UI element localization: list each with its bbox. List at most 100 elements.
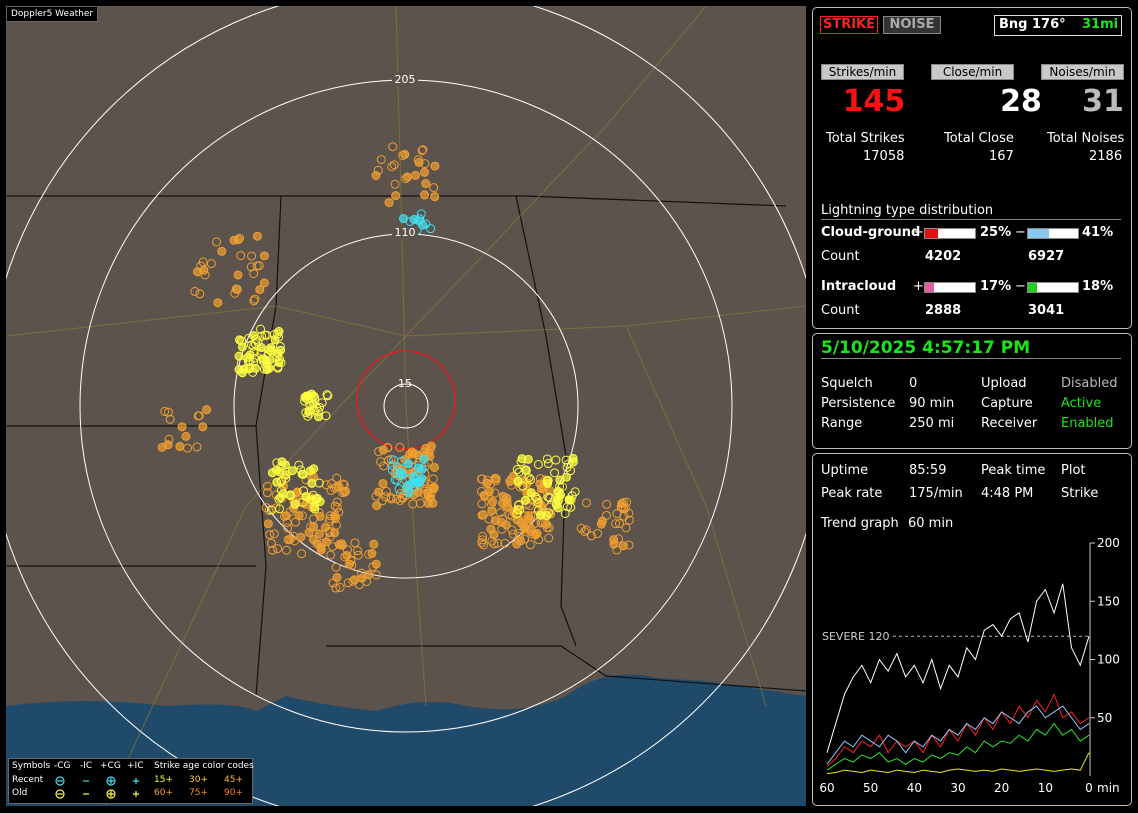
strike-symbol	[542, 523, 552, 533]
strike-symbol	[551, 455, 561, 465]
strike-symbol	[322, 390, 332, 400]
setting-label: Range	[821, 416, 863, 431]
strike-symbol	[234, 335, 244, 345]
strike-symbol	[364, 570, 374, 580]
age-code: 30+	[189, 775, 208, 785]
x-tick-label: 30	[950, 781, 965, 795]
strike-symbol	[491, 474, 501, 484]
total-value: 17058	[863, 149, 905, 164]
strike-symbol	[496, 517, 506, 527]
strike-symbol	[312, 539, 322, 549]
strike-symbol	[283, 523, 293, 533]
strike-symbol	[163, 440, 173, 450]
strike-symbol	[190, 287, 200, 297]
bar-fill	[1028, 229, 1049, 238]
strike-symbol	[376, 457, 386, 467]
strike-symbol	[332, 502, 342, 512]
strike-symbol	[423, 490, 433, 500]
rate-button[interactable]: Noises/min	[1041, 64, 1124, 80]
legend: Symbols -CG -IC +CG +IC Strike age color…	[8, 758, 254, 804]
strike-symbol	[274, 332, 284, 342]
strike-symbol	[249, 268, 259, 278]
pct: 18%	[1082, 279, 1114, 294]
legend-header: Symbols	[12, 761, 51, 771]
strike-symbol	[369, 539, 379, 549]
strike-symbol	[525, 540, 535, 550]
strike-symbol	[193, 267, 203, 277]
strike-symbol	[262, 488, 272, 498]
strike-symbol	[419, 167, 429, 177]
strike-symbol	[368, 562, 378, 572]
legend-row-label: Old	[12, 788, 28, 798]
strike-symbol	[593, 529, 603, 539]
strike-symbol	[330, 511, 340, 521]
strike-symbol	[505, 477, 515, 487]
strike-symbol	[525, 475, 535, 485]
clock: 5/10/2025 4:57:17 PM	[821, 338, 1121, 359]
strike-symbol	[268, 545, 278, 555]
strike-symbol	[493, 538, 503, 548]
setting-value: 90 min	[909, 396, 955, 411]
strike-symbol	[587, 531, 597, 541]
strike-symbol	[617, 499, 627, 509]
strike-symbol	[523, 514, 533, 524]
strike-symbol	[398, 150, 408, 160]
legend-age-title: Strike age color codes	[154, 761, 254, 771]
rate-button[interactable]: Close/min	[931, 64, 1014, 80]
strike-symbol	[429, 183, 439, 193]
bar-track	[1027, 282, 1079, 293]
strike-symbol	[421, 179, 431, 189]
strike-symbol	[555, 475, 565, 485]
strike-symbol	[266, 538, 276, 548]
trend-line	[826, 722, 1090, 771]
strike-symbol	[417, 146, 427, 156]
strike-symbol	[543, 492, 553, 502]
trend-line	[826, 693, 1090, 768]
strike-symbol	[309, 391, 319, 401]
noise-button[interactable]: NOISE	[883, 16, 941, 34]
strike-symbol	[421, 444, 431, 454]
strike-symbol	[543, 459, 553, 469]
strike-symbol	[395, 442, 405, 452]
strike-symbol	[376, 155, 386, 165]
strike-symbol	[314, 412, 324, 422]
strike-symbol	[384, 198, 394, 208]
pct: 25%	[980, 225, 1012, 240]
strike-symbol	[290, 499, 300, 509]
legend-header: +IC	[127, 761, 144, 771]
legend-symbols	[55, 776, 139, 799]
strike-symbol	[198, 422, 208, 432]
strike-symbol	[557, 482, 567, 492]
rate-button[interactable]: Strikes/min	[821, 64, 904, 80]
y-tick-label: 50	[1097, 711, 1112, 725]
strike-symbol	[389, 160, 399, 170]
sign: +	[913, 279, 924, 294]
map[interactable]: 205 110 15	[6, 6, 806, 806]
strike-symbol	[518, 516, 528, 526]
strike-symbol	[323, 391, 333, 401]
strike-symbol	[346, 556, 356, 566]
strike-symbol	[602, 499, 612, 509]
stat-cell: 85:59	[909, 463, 947, 478]
label-bg	[392, 226, 418, 239]
trend-line	[826, 752, 1090, 775]
strike-symbol	[262, 362, 272, 372]
strike-symbol	[533, 505, 543, 515]
strike-symbol	[518, 481, 528, 491]
count: 4202	[925, 249, 962, 264]
ring-label: 15	[398, 377, 412, 390]
strike-symbols	[157, 142, 634, 593]
strike-symbol	[387, 460, 397, 470]
strike-button[interactable]: STRIKE	[820, 16, 878, 34]
strike-symbol	[311, 494, 321, 504]
strike-symbol	[398, 214, 408, 224]
strike-symbol	[294, 460, 304, 470]
strike-symbol	[281, 545, 291, 555]
strike-symbol	[526, 524, 536, 534]
strike-symbol	[352, 546, 362, 556]
stat-cell: Strike	[1061, 486, 1099, 501]
total-label: Total Close	[944, 131, 1014, 146]
strike-symbol	[502, 497, 512, 507]
sign: −	[1015, 279, 1026, 294]
strike-symbol	[515, 536, 525, 546]
